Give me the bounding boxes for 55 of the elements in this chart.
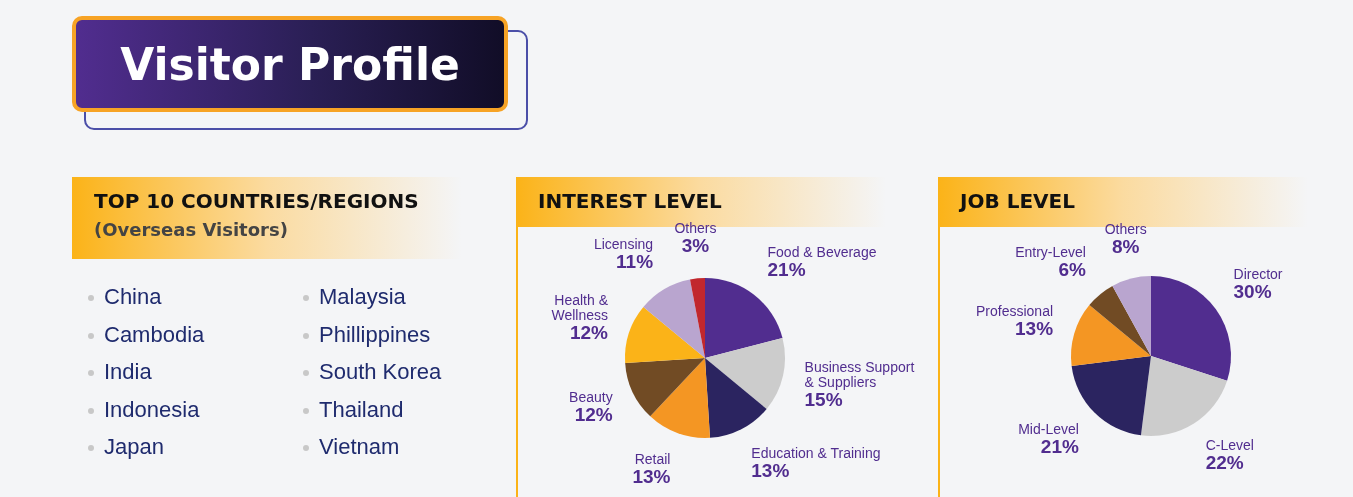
text: China	[104, 284, 162, 309]
text: Cambodia	[104, 321, 205, 347]
pie-slice	[705, 358, 767, 438]
data-label: 3%	[681, 234, 710, 256]
slice-label: Mid-Level	[1018, 421, 1079, 437]
text: Thailand	[319, 396, 404, 422]
pie-slice	[1151, 276, 1231, 381]
pie-slice	[1140, 356, 1228, 436]
text: Malaysia	[319, 284, 406, 309]
slice-label: C-Level	[1205, 437, 1254, 454]
pie-slice	[1112, 276, 1151, 356]
text: Indonesia	[104, 396, 200, 422]
data-label: 6%	[1058, 259, 1087, 281]
slice-label: Beauty	[569, 389, 613, 406]
data-label: 8%	[1111, 235, 1140, 257]
text: (Overseas Visitors)	[94, 219, 289, 240]
data-label: 30%	[1233, 281, 1272, 303]
data-label: 15%	[804, 388, 843, 410]
slice-label: Education & Training	[751, 444, 881, 461]
slice-label: Entry-Level	[1015, 244, 1086, 261]
pie-slice	[690, 278, 705, 358]
pie-slice	[705, 338, 785, 409]
pie-slice	[625, 358, 705, 417]
text: Vietnam	[319, 434, 400, 459]
data-label: 13%	[1015, 318, 1054, 340]
data-label: 22%	[1205, 452, 1244, 474]
data-label: 21%	[1040, 436, 1079, 457]
slice-label: Food & Beverage	[767, 244, 877, 261]
slice-label: Others	[1104, 220, 1147, 237]
text: Phillippines	[319, 321, 431, 347]
pie-slice	[643, 279, 705, 358]
text: TOP 10 COUNTRIES/REGIONS	[94, 189, 420, 213]
text: India	[104, 359, 152, 384]
text: Visitor Profile	[72, 16, 508, 112]
chart-title: JOB LEVEL	[960, 189, 1075, 213]
data-label: 13%	[632, 465, 671, 487]
pie-slice	[705, 278, 783, 358]
slice-label: Health & Wellness	[551, 291, 609, 323]
pie-slice	[1071, 305, 1151, 367]
slice-label: Director	[1233, 266, 1283, 283]
data-label: 21%	[767, 259, 806, 281]
text: Japan	[104, 434, 164, 459]
pie-slice	[1089, 285, 1151, 356]
text: South Korea	[319, 359, 442, 384]
data-label: 12%	[574, 404, 613, 426]
data-label: 12%	[569, 321, 609, 343]
pie-slice	[650, 358, 711, 438]
data-label: 13%	[751, 459, 790, 481]
chart-title: INTEREST LEVEL	[538, 189, 722, 213]
slice-label: Retail	[634, 450, 671, 467]
slice-label: Others	[674, 219, 717, 236]
slice-label: Business Support & Suppliers	[804, 358, 915, 390]
pie-slice	[625, 307, 705, 364]
slice-label: Professional	[976, 303, 1054, 320]
slice-label: Licensing	[593, 235, 654, 252]
